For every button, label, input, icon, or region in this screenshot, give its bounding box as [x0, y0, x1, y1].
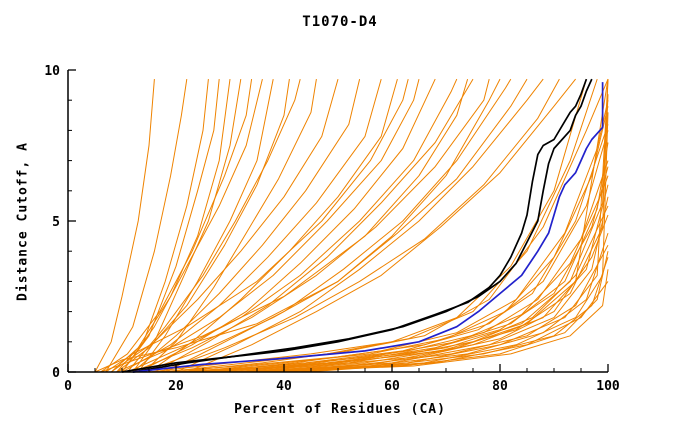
model-22-curve [164, 78, 512, 373]
model-08-curve [121, 78, 263, 373]
best-model-1-curve [121, 78, 588, 373]
model-46-curve [273, 196, 609, 373]
model-25-curve [159, 78, 560, 373]
model-09-curve [137, 79, 274, 373]
x-tick-label: 80 [492, 379, 508, 394]
model-28-curve [165, 78, 598, 373]
model-34-curve [197, 124, 609, 373]
model-21-curve [132, 78, 490, 373]
model-11-curve [127, 78, 301, 373]
best-model-2-curve [132, 78, 593, 373]
model-02-curve [105, 79, 188, 373]
model-41-curve [213, 94, 609, 373]
model-43-curve [224, 244, 609, 373]
model-31-curve [186, 106, 609, 373]
x-tick-label: 0 [64, 379, 72, 394]
x-tick-label: 100 [596, 379, 620, 394]
model-12-curve [143, 79, 317, 373]
model-29-curve [175, 78, 609, 373]
model-50-curve [294, 112, 609, 373]
selected-model-curve [132, 82, 604, 373]
model-07-curve [100, 79, 253, 373]
model-20-curve [154, 78, 474, 373]
model-48-curve [283, 79, 609, 373]
model-32-curve [202, 100, 609, 373]
model-26-curve [186, 78, 576, 373]
model-03-curve [116, 79, 209, 373]
model-04-curve [121, 79, 220, 373]
model-17-curve [116, 78, 420, 373]
x-tick-label: 20 [168, 379, 184, 394]
x-tick-label: 40 [276, 379, 292, 394]
model-23-curve [143, 78, 528, 373]
x-tick-label: 60 [384, 379, 400, 394]
model-13-curve [110, 78, 339, 373]
model-35-curve [219, 160, 609, 373]
model-40-curve [240, 79, 609, 373]
model-16-curve [148, 78, 398, 373]
model-44-curve [262, 184, 609, 373]
model-14-curve [132, 78, 361, 373]
model-18-curve [137, 78, 436, 373]
model-15-curve [121, 78, 382, 373]
model-05-curve [110, 79, 231, 373]
chart-title: T1070-D4 [302, 14, 378, 30]
model-42-curve [251, 79, 609, 373]
model-51-curve [267, 269, 609, 373]
y-tick-label: 5 [52, 215, 60, 230]
model-01-curve [94, 79, 155, 373]
model-53-curve [94, 78, 501, 373]
x-axis-label: Percent of Residues (CA) [234, 402, 446, 417]
y-axis-label: Distance Cutoff, A [15, 142, 31, 301]
y-tick-label: 0 [52, 366, 60, 381]
y-tick-label: 10 [44, 64, 60, 79]
model-37-curve [208, 166, 609, 373]
model-55-curve [105, 78, 409, 373]
model-10-curve [116, 79, 290, 373]
model-19-curve [127, 78, 458, 373]
model-24-curve [175, 78, 544, 373]
model-54-curve [100, 78, 469, 373]
